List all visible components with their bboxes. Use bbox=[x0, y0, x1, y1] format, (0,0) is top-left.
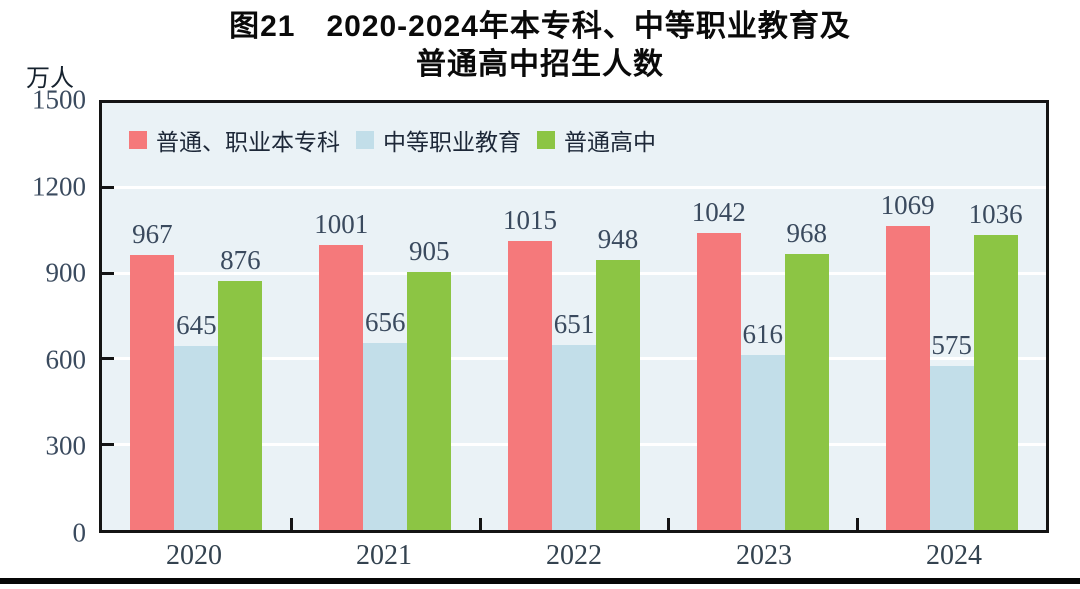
bar-group-2023: 1042 616 968 bbox=[668, 103, 857, 530]
bar-value-label: 876 bbox=[220, 244, 261, 275]
bar-group-2024: 1069 575 1036 bbox=[857, 103, 1046, 530]
bar-value-label: 651 bbox=[553, 308, 595, 339]
bar-2022-series2: 948 bbox=[595, 224, 640, 530]
bar-2022-series1: 651 bbox=[551, 309, 596, 530]
legend-swatch-icon bbox=[129, 131, 147, 149]
x-axis-labels: 2020 2021 2022 2023 2024 bbox=[99, 538, 1049, 578]
bar-2023-series0: 1042 bbox=[692, 197, 746, 530]
x-axis-tick bbox=[478, 518, 482, 530]
legend: 普通、职业本专科 中等职业教育 普通高中 bbox=[129, 123, 656, 157]
bar-2020-series2: 876 bbox=[218, 245, 263, 530]
bar-2024-series2: 1036 bbox=[969, 199, 1023, 530]
bar-2021-series1: 656 bbox=[363, 307, 408, 530]
bar-2024-series1: 575 bbox=[929, 330, 974, 530]
bar-value-label: 968 bbox=[786, 218, 828, 249]
x-axis-label-2024: 2024 bbox=[926, 540, 982, 571]
gridline-1200 bbox=[102, 186, 1046, 190]
y-axis-tick-labels: 0 300 600 900 1200 1500 bbox=[0, 85, 87, 548]
bar-2021-series2: 905 bbox=[407, 236, 452, 530]
bar-value-label: 1042 bbox=[691, 197, 746, 228]
chart-title-line2: 普通高中招生人数 bbox=[416, 48, 664, 81]
bar-group-2020: 967 645 876 bbox=[102, 103, 291, 530]
x-axis-label-2022: 2022 bbox=[546, 540, 602, 571]
legend-label: 普通高中 bbox=[564, 130, 656, 155]
legend-item-1: 中等职业教育 bbox=[356, 123, 521, 157]
y-axis-tick bbox=[102, 357, 114, 361]
x-axis-tick bbox=[856, 518, 860, 530]
page-bottom-rule bbox=[0, 578, 1080, 584]
bar-2022-series0: 1015 bbox=[503, 205, 557, 530]
bar-value-label: 1036 bbox=[968, 199, 1023, 230]
y-axis-tick bbox=[102, 271, 114, 275]
x-axis-tick bbox=[289, 518, 293, 530]
legend-label: 中等职业教育 bbox=[383, 130, 521, 155]
legend-item-0: 普通、职业本专科 bbox=[129, 123, 340, 157]
chart-title-line1: 图21 2020-2024年本专科、中等职业教育及 bbox=[229, 10, 851, 43]
bar-value-label: 575 bbox=[931, 330, 972, 361]
y-axis-tick bbox=[102, 186, 114, 190]
bar-value-label: 948 bbox=[597, 224, 639, 255]
x-axis-label-2023: 2023 bbox=[736, 540, 792, 571]
bar-group-2022: 1015 651 948 bbox=[480, 103, 669, 530]
bar-value-label: 616 bbox=[742, 318, 784, 349]
legend-label: 普通、职业本专科 bbox=[156, 130, 340, 155]
bar-2021-series0: 1001 bbox=[314, 209, 368, 530]
y-tick-label: 600 bbox=[45, 344, 87, 375]
x-axis-label-2020: 2020 bbox=[166, 540, 222, 571]
plot-area: 普通、职业本专科 中等职业教育 普通高中 967 645 876 1001 656 905 10… bbox=[99, 100, 1049, 533]
bar-2023-series2: 968 bbox=[784, 218, 829, 530]
chart-title: 图21 2020-2024年本专科、中等职业教育及 普通高中招生人数 bbox=[0, 8, 1080, 84]
bar-2024-series0: 1069 bbox=[881, 190, 935, 530]
bar-2023-series1: 616 bbox=[740, 319, 785, 530]
y-tick-label: 900 bbox=[45, 257, 87, 288]
gridline-900 bbox=[102, 271, 1046, 275]
legend-swatch-icon bbox=[356, 131, 374, 149]
y-tick-label: 1500 bbox=[32, 84, 86, 115]
bar-group-2021: 1001 656 905 bbox=[291, 103, 480, 530]
x-axis-label-2021: 2021 bbox=[356, 540, 412, 571]
y-tick-label: 0 bbox=[72, 517, 87, 548]
bar-value-label: 1015 bbox=[502, 205, 557, 236]
y-tick-label: 1200 bbox=[32, 171, 86, 202]
y-tick-label: 300 bbox=[45, 430, 87, 461]
legend-item-2: 普通高中 bbox=[537, 123, 656, 157]
y-axis-tick bbox=[102, 442, 114, 446]
x-axis-tick bbox=[667, 518, 671, 530]
bar-2020-series0: 967 bbox=[130, 219, 175, 530]
bar-value-label: 1069 bbox=[880, 189, 935, 220]
bar-value-label: 645 bbox=[176, 310, 217, 341]
bar-value-label: 905 bbox=[408, 236, 450, 267]
bar-value-label: 1001 bbox=[314, 209, 369, 240]
y-axis-unit-label: 万人 bbox=[26, 66, 74, 92]
legend-swatch-icon bbox=[537, 131, 555, 149]
bar-2020-series1: 645 bbox=[174, 310, 219, 530]
bar-value-label: 656 bbox=[364, 307, 406, 338]
bar-value-label: 967 bbox=[132, 218, 173, 249]
